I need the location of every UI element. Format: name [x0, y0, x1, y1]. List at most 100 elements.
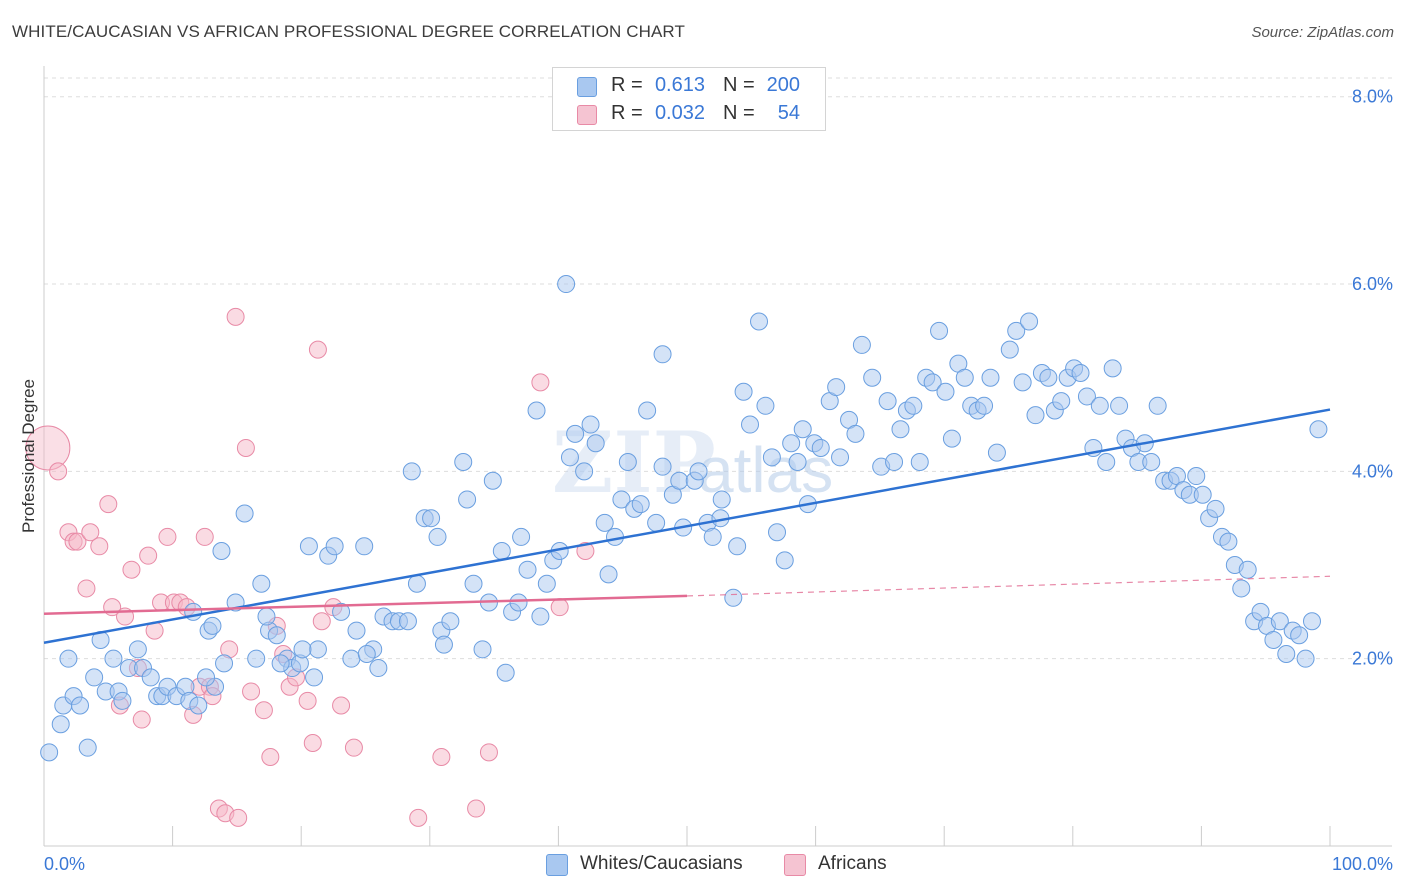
data-point-africans	[303, 733, 322, 752]
legend-n-label: N =	[723, 74, 755, 96]
africans-points	[25, 307, 595, 827]
data-point-whites	[910, 453, 929, 471]
tick-labels: 2.0% 4.0% 6.0% 8.0% 0.0% 100.0%	[44, 87, 1393, 874]
data-point-whites	[512, 527, 531, 546]
data-point-whites	[78, 738, 97, 757]
data-point-whites	[1277, 645, 1296, 663]
data-point-africans	[49, 462, 68, 481]
data-point-whites	[332, 602, 351, 621]
legend-label-whites: Whites/Caucasians	[580, 853, 743, 874]
data-point-whites	[560, 448, 579, 467]
data-point-whites	[793, 420, 812, 439]
data-point-whites	[141, 668, 160, 687]
data-point-africans	[81, 523, 100, 542]
legend-swatch-blue	[577, 77, 597, 97]
data-point-whites	[1013, 373, 1032, 392]
data-point-africans	[332, 696, 351, 715]
data-point-whites	[831, 448, 850, 467]
data-point-whites	[1103, 359, 1122, 378]
data-point-africans	[158, 527, 177, 546]
data-point-whites	[734, 382, 753, 401]
data-point-whites	[1302, 612, 1321, 631]
data-point-whites	[1148, 396, 1167, 415]
stats-legend: R = 0.613 N = 200 R = 0.032 N = 54	[552, 67, 826, 131]
data-point-whites	[975, 396, 994, 415]
data-point-africans	[576, 541, 595, 560]
data-point-whites	[1142, 453, 1161, 471]
data-point-whites	[342, 649, 361, 668]
legend-swatch-pink	[784, 854, 806, 876]
data-point-whites	[496, 663, 515, 682]
data-point-africans	[432, 748, 451, 767]
data-point-africans	[242, 682, 261, 701]
data-point-whites	[464, 574, 483, 593]
data-point-whites	[788, 453, 807, 471]
data-point-africans	[25, 425, 71, 471]
data-point-whites	[1219, 532, 1238, 551]
data-point-whites	[1052, 392, 1071, 411]
legend-r-label: R =	[611, 102, 643, 124]
trend-line-whites	[43, 408, 1331, 644]
x-tick-label-max: 100.0%	[1332, 854, 1393, 874]
data-point-whites	[741, 415, 760, 434]
data-point-africans	[308, 340, 327, 359]
data-point-africans	[261, 748, 280, 767]
data-point-whites	[586, 434, 605, 453]
data-point-whites	[257, 607, 276, 626]
data-point-whites	[750, 312, 769, 331]
data-point-whites	[827, 378, 846, 397]
data-point-whites	[1296, 649, 1315, 668]
data-point-africans	[344, 738, 363, 757]
y-tick-label: 2.0%	[1352, 649, 1393, 669]
data-point-whites	[325, 537, 344, 556]
data-point-whites	[1232, 579, 1251, 598]
data-point-whites	[670, 471, 689, 490]
data-point-africans	[298, 691, 317, 710]
data-point-whites	[531, 607, 550, 626]
data-point-whites	[428, 527, 447, 546]
data-point-whites	[215, 654, 234, 673]
data-point-whites	[863, 368, 882, 387]
data-point-whites	[852, 335, 871, 354]
data-point-whites	[212, 541, 231, 560]
data-point-whites	[811, 438, 830, 457]
data-point-whites	[1110, 396, 1129, 415]
data-point-africans	[479, 743, 498, 762]
data-point-whites	[267, 626, 286, 645]
y-tick-label: 6.0%	[1352, 274, 1393, 294]
data-point-whites	[653, 345, 672, 364]
data-point-whites	[981, 368, 1000, 387]
data-point-whites	[104, 649, 123, 668]
data-point-whites	[1020, 312, 1039, 331]
data-point-whites	[782, 434, 801, 453]
legend-label-africans: Africans	[818, 853, 887, 874]
data-point-whites	[492, 541, 511, 560]
data-point-whites	[712, 490, 731, 509]
legend-r-value: 0.613	[654, 74, 705, 96]
data-point-africans	[531, 373, 550, 392]
data-point-whites	[612, 490, 631, 509]
data-point-whites	[252, 574, 271, 593]
data-point-whites	[454, 453, 473, 471]
data-point-whites	[1071, 364, 1090, 383]
data-point-whites	[1206, 499, 1225, 518]
data-point-whites	[930, 321, 949, 340]
data-point-whites	[1238, 560, 1257, 579]
data-point-whites	[422, 509, 441, 528]
data-point-whites	[85, 668, 104, 687]
legend-swatch-pink	[577, 105, 597, 125]
data-point-whites	[885, 453, 904, 471]
data-point-whites	[775, 551, 794, 570]
data-point-whites	[768, 523, 787, 542]
y-tick-label: 4.0%	[1352, 461, 1393, 481]
data-point-whites	[581, 415, 600, 434]
data-point-whites	[235, 504, 254, 523]
data-point-africans	[550, 598, 569, 617]
data-point-whites	[846, 424, 865, 443]
data-point-whites	[40, 743, 59, 762]
data-point-whites	[618, 453, 637, 471]
data-point-whites	[113, 691, 132, 710]
data-point-whites	[557, 275, 576, 294]
data-point-whites	[189, 696, 208, 715]
